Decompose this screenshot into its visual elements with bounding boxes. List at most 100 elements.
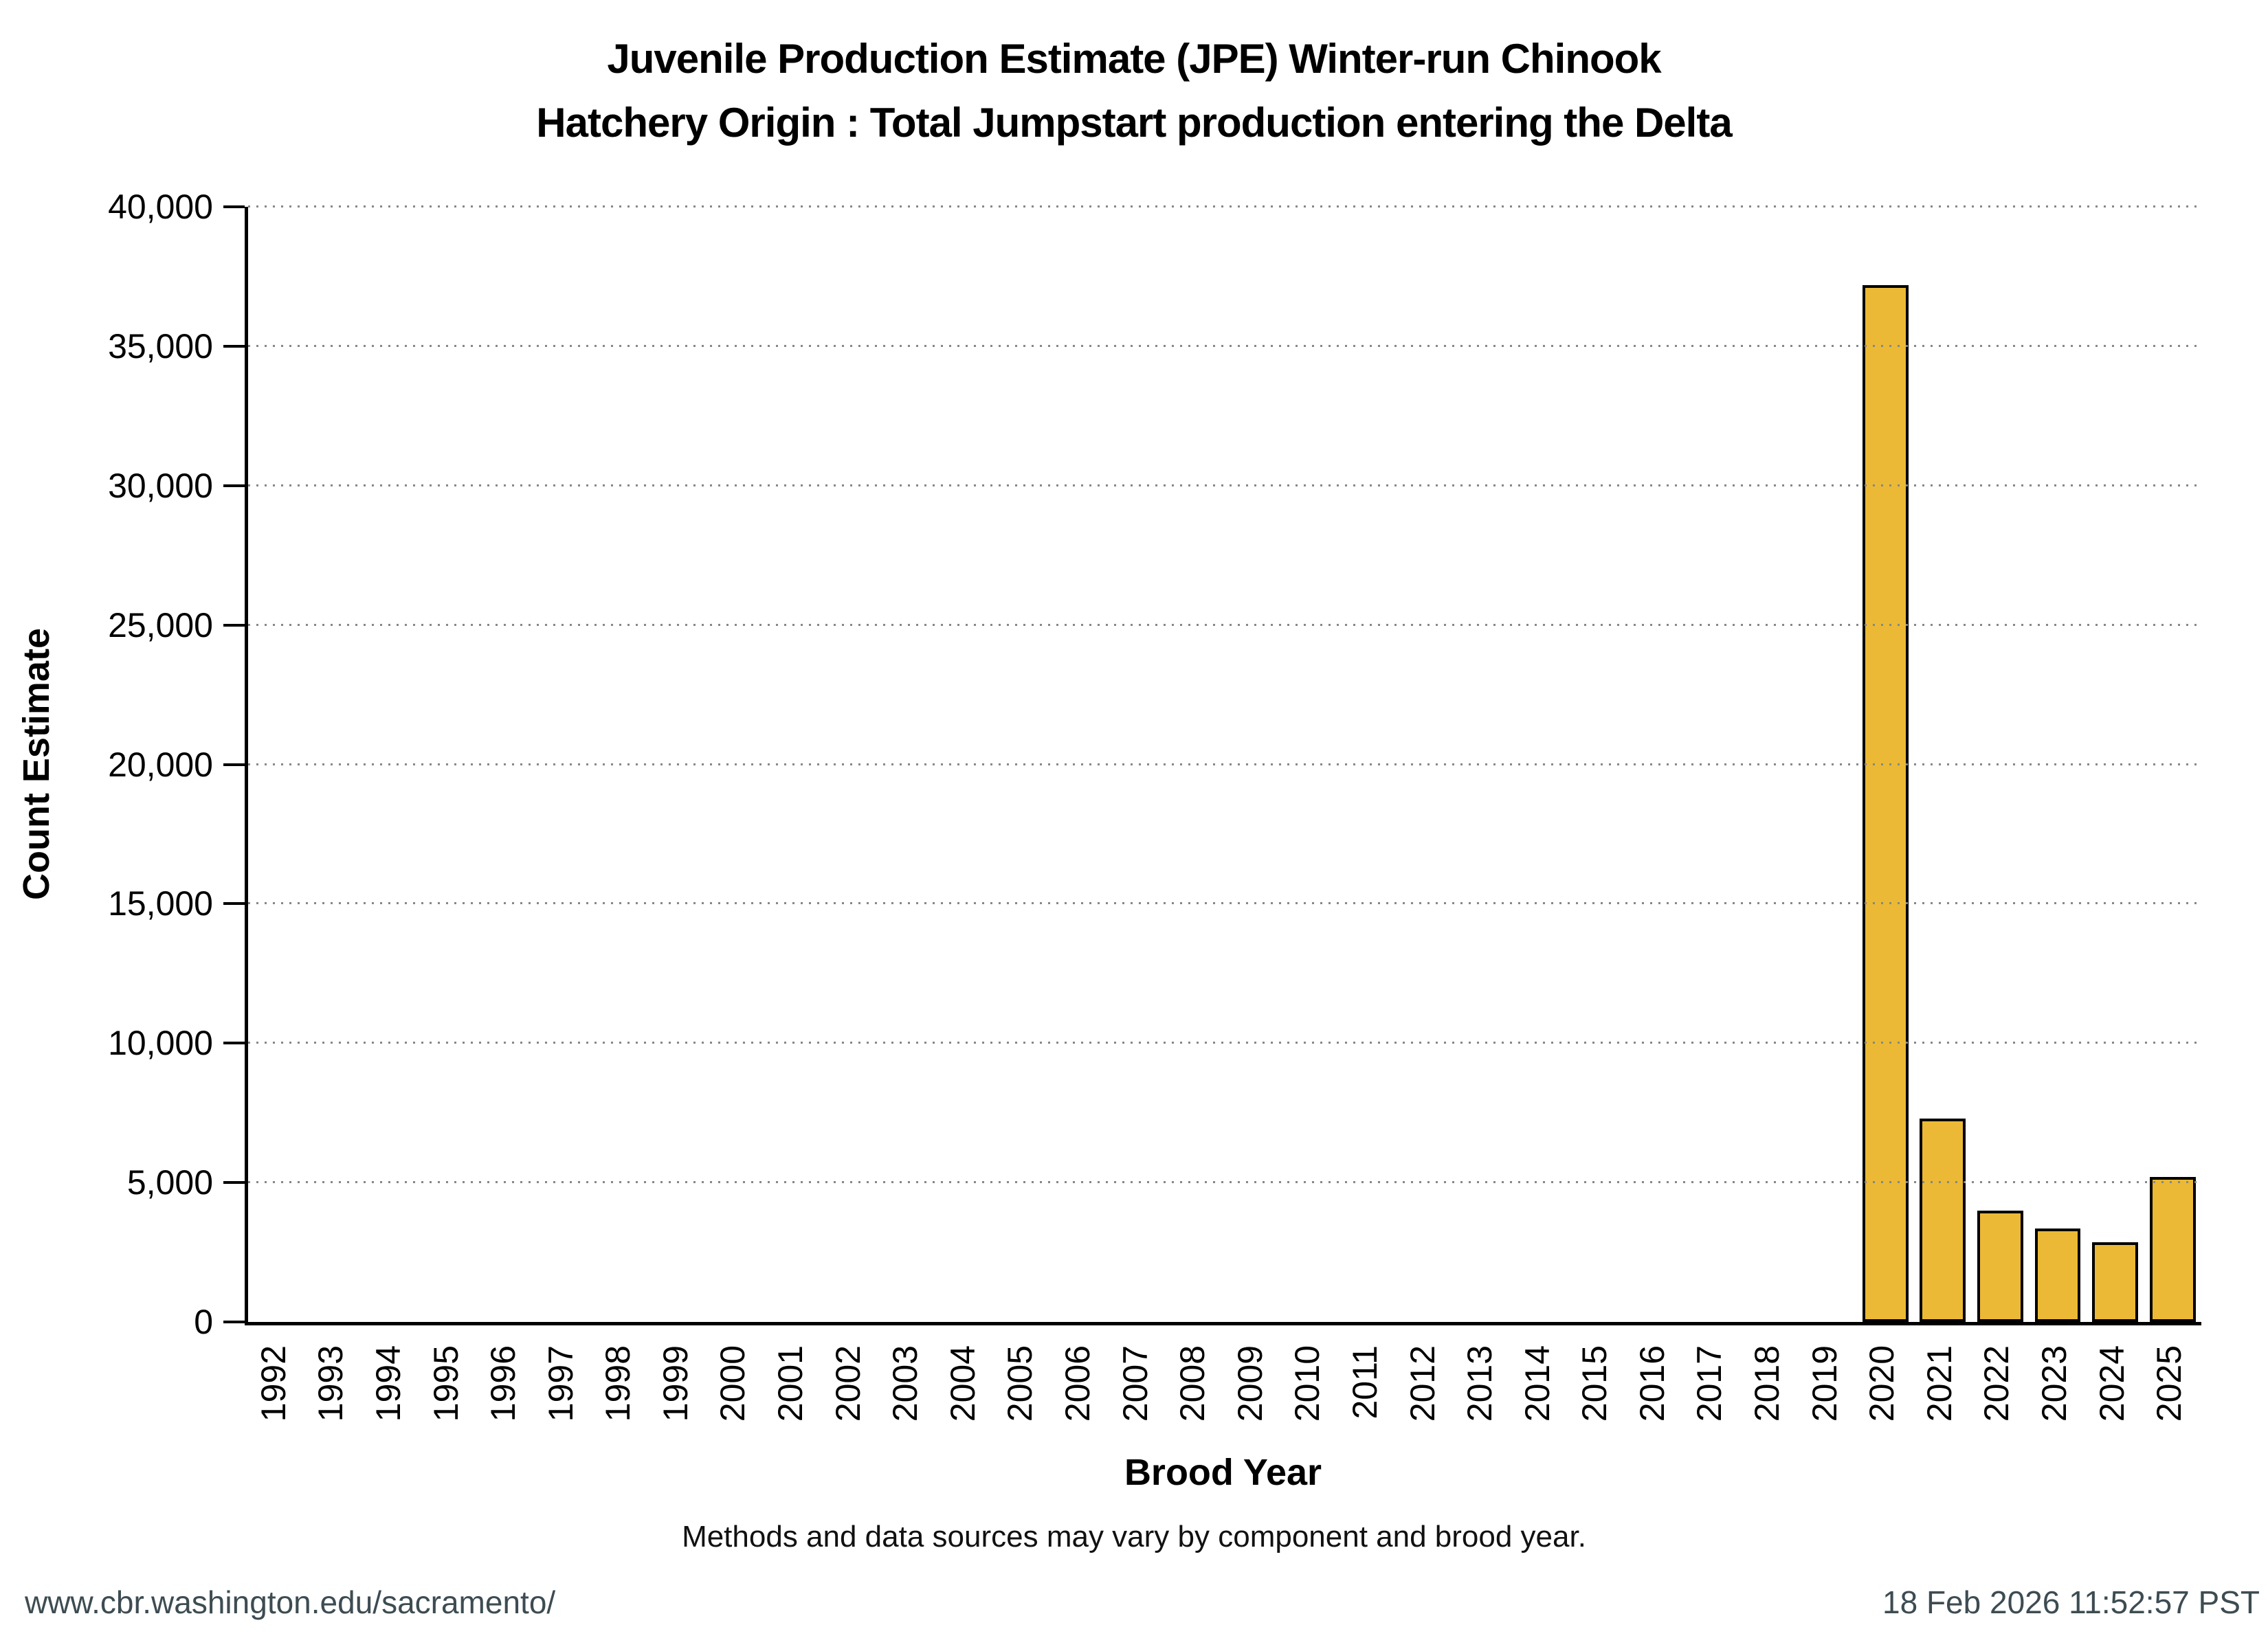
y-tick-30000 [223,484,245,487]
x-tick-label-2006: 2006 [1058,1345,1098,1422]
x-tick-label-2013: 2013 [1460,1345,1500,1422]
x-tick-label-2002: 2002 [828,1345,867,1422]
x-tick-label-box-1997: 1997 [532,1345,590,1462]
y-tick-label-25000: 25,000 [108,605,213,644]
x-tick-label-2004: 2004 [943,1345,982,1422]
x-tick-label-box-1999: 1999 [647,1345,704,1462]
y-tick-label-0: 0 [194,1303,213,1341]
x-tick-label-box-1994: 1994 [359,1345,417,1462]
x-tick-label-2001: 2001 [771,1345,810,1422]
bar-2022 [1977,1211,2023,1322]
x-tick-label-1992: 1992 [254,1345,293,1422]
x-tick-label-2012: 2012 [1403,1345,1442,1422]
x-tick-label-2024: 2024 [2092,1345,2131,1422]
plot-area [223,205,2201,1325]
x-tick-label-box-2023: 2023 [2025,1345,2083,1462]
x-tick-label-2005: 2005 [1001,1345,1040,1422]
x-tick-label-box-2015: 2015 [1566,1345,1624,1462]
x-tick-label-2018: 2018 [1748,1345,1787,1422]
x-tick-label-2007: 2007 [1115,1345,1155,1422]
x-tick-label-box-2012: 2012 [1394,1345,1452,1462]
bar-2024 [2092,1242,2139,1322]
gridline-5000 [248,1181,2201,1184]
x-tick-label-box-1996: 1996 [474,1345,532,1462]
x-tick-label-box-2007: 2007 [1107,1345,1164,1462]
x-tick-label-box-2016: 2016 [1623,1345,1681,1462]
gridline-20000 [248,763,2201,765]
x-tick-label-box-2025: 2025 [2140,1345,2198,1462]
y-tick-label-15000: 15,000 [108,884,213,923]
bar-2025 [2149,1177,2196,1322]
x-tick-label-box-2011: 2011 [1336,1345,1394,1462]
x-tick-label-box-2004: 2004 [934,1345,992,1462]
x-tick-label-2023: 2023 [2035,1345,2074,1422]
x-tick-label-1998: 1998 [599,1345,638,1422]
y-tick-label-40000: 40,000 [108,188,213,226]
x-tick-label-box-2009: 2009 [1221,1345,1279,1462]
x-axis-title: Brood Year [1124,1452,1322,1493]
x-tick-label-box-2021: 2021 [1911,1345,1968,1462]
x-tick-label-box-2000: 2000 [704,1345,762,1462]
y-tick-label-10000: 10,000 [108,1024,213,1063]
x-tick-label-box-2013: 2013 [1451,1345,1509,1462]
y-tick-15000 [223,902,245,906]
x-tick-label-2014: 2014 [1517,1345,1557,1422]
x-tick-label-1997: 1997 [541,1345,580,1422]
x-tick-label-1995: 1995 [426,1345,465,1422]
x-tick-label-box-2017: 2017 [1681,1345,1739,1462]
x-tick-label-2000: 2000 [713,1345,753,1422]
footer-source-url: www.cbr.washington.edu/sacramento/ [25,1584,556,1620]
y-tick-40000 [223,205,245,208]
x-tick-label-box-2001: 2001 [761,1345,819,1462]
x-tick-label-2021: 2021 [1920,1345,1959,1422]
x-tick-label-box-1993: 1993 [302,1345,360,1462]
x-tick-label-box-1995: 1995 [417,1345,475,1462]
chart-title-line1: Juvenile Production Estimate (JPE) Winte… [607,36,1661,82]
x-tick-label-box-2005: 2005 [992,1345,1049,1462]
gridline-30000 [248,484,2201,486]
x-tick-label-2015: 2015 [1575,1345,1614,1422]
x-tick-label-1996: 1996 [484,1345,523,1422]
y-tick-10000 [223,1042,245,1045]
gridline-35000 [248,344,2201,347]
y-tick-label-20000: 20,000 [108,745,213,784]
x-tick-label-box-2003: 2003 [876,1345,934,1462]
y-tick-20000 [223,763,245,766]
x-tick-label-box-2006: 2006 [1049,1345,1107,1462]
y-tick-label-5000: 5,000 [126,1163,213,1202]
x-tick-label-2022: 2022 [1977,1345,2016,1422]
x-tick-label-2025: 2025 [2150,1345,2189,1422]
x-tick-label-2003: 2003 [886,1345,925,1422]
x-tick-label-2011: 2011 [1345,1345,1384,1420]
x-tick-label-box-2002: 2002 [819,1345,877,1462]
y-tick-0 [223,1321,245,1323]
x-tick-label-2010: 2010 [1288,1345,1327,1422]
x-tick-label-2008: 2008 [1173,1345,1212,1422]
gridline-10000 [248,1042,2201,1044]
x-tick-label-box-2022: 2022 [1968,1345,2026,1462]
y-tick-35000 [223,344,245,348]
gridline-15000 [248,902,2201,905]
bar-2021 [1920,1119,1966,1322]
bar-2020 [1862,285,1909,1322]
x-tick-label-2009: 2009 [1230,1345,1269,1422]
footer-timestamp: 18 Feb 2026 11:52:57 PST [1882,1584,2260,1620]
x-tick-label-2016: 2016 [1632,1345,1671,1422]
x-tick-label-1993: 1993 [311,1345,351,1422]
chart-footnote: Methods and data sources may vary by com… [682,1520,1586,1553]
x-tick-label-box-2020: 2020 [1853,1345,1911,1462]
y-tick-label-35000: 35,000 [108,326,213,366]
x-tick-label-1994: 1994 [368,1345,408,1422]
y-tick-25000 [223,623,245,627]
x-tick-label-2017: 2017 [1690,1345,1729,1422]
x-tick-label-2020: 2020 [1863,1345,1902,1422]
x-tick-label-box-2018: 2018 [1738,1345,1796,1462]
x-tick-label-2019: 2019 [1805,1345,1844,1422]
x-tick-label-box-2019: 2019 [1796,1345,1854,1462]
x-tick-label-box-2024: 2024 [2083,1345,2141,1462]
x-tick-label-box-1992: 1992 [245,1345,302,1462]
gridline-25000 [248,623,2201,626]
y-tick-5000 [223,1181,245,1185]
x-tick-label-1999: 1999 [656,1345,695,1422]
